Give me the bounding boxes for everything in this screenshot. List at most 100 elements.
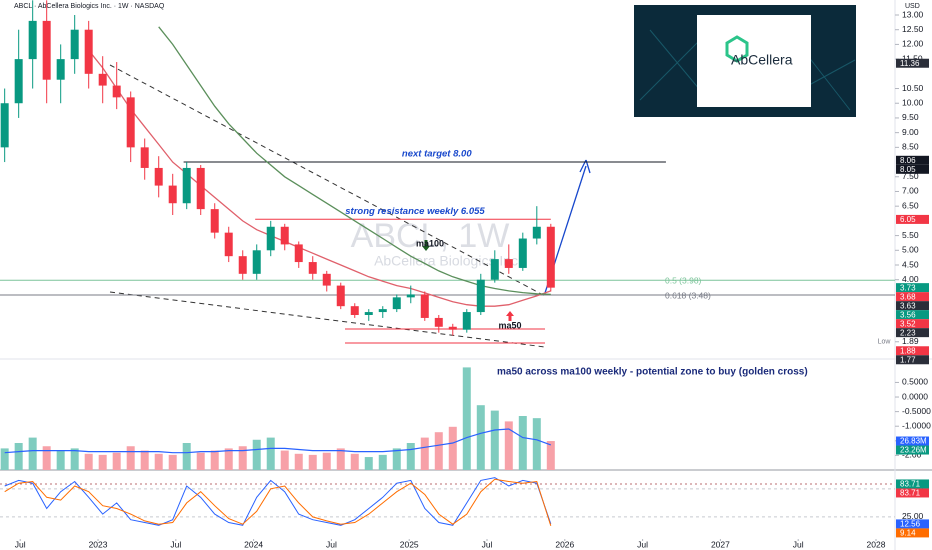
price-tag — [896, 301, 929, 311]
x-tick-label: 2028 — [867, 539, 886, 549]
ma-label: ma100 — [416, 238, 444, 248]
ma-label: ma50 — [498, 320, 521, 330]
price-tag — [896, 346, 929, 356]
x-tick-label: 2027 — [711, 539, 730, 549]
y-tick-label: 11.50 — [902, 53, 923, 63]
price-tag-label: 3.68 — [900, 292, 916, 301]
price-tag — [896, 528, 929, 538]
x-tick-label: Jul — [793, 539, 804, 549]
volume-bar — [518, 416, 527, 470]
price-tag-label: 2.23 — [900, 328, 916, 337]
volume-bar — [350, 453, 359, 470]
candle-body — [238, 256, 247, 274]
volume-bar — [14, 443, 23, 470]
up-arrow — [506, 311, 514, 321]
candle-body — [490, 259, 499, 280]
candle-body — [434, 317, 443, 327]
volume-bar — [168, 454, 177, 470]
volume-bar — [84, 453, 93, 470]
candle-body — [182, 167, 191, 204]
x-tick-label: 2026 — [555, 539, 574, 549]
candle-body — [252, 250, 261, 274]
fib-label: 0.5 (3.98) — [665, 276, 702, 286]
price-tag — [896, 319, 929, 329]
candle-body — [140, 147, 149, 168]
volume-bar — [182, 443, 191, 470]
volume-bar — [392, 448, 401, 470]
volume-bar — [406, 443, 415, 470]
volume-bar — [532, 418, 541, 470]
candle-body — [406, 294, 415, 298]
price-tag-label: 83.71 — [900, 480, 921, 489]
volume-bar — [98, 454, 107, 470]
candle-body — [154, 167, 163, 186]
low-tag-value: 1.89 — [902, 336, 919, 346]
candle-body — [266, 226, 275, 251]
price-tag — [896, 488, 929, 498]
symbol-header: ABCL · AbCellera Biologics Inc. · 1W · N… — [14, 3, 165, 10]
volume-bar — [420, 437, 429, 470]
candle-body — [112, 85, 121, 98]
volume-bar — [546, 441, 555, 470]
volume-bar — [154, 453, 163, 470]
y2-tick-label: -2.00 — [902, 450, 922, 460]
candle-body — [420, 294, 429, 318]
logo-hexagon — [725, 35, 749, 63]
candle-body — [168, 185, 177, 204]
candle-body — [504, 259, 513, 268]
candle-body — [126, 97, 135, 148]
x-tick-label: Jul — [326, 539, 337, 549]
annotation-text: next target 8.00 — [402, 149, 472, 160]
down-arrow — [422, 240, 430, 251]
y-tick-label: 12.00 — [902, 39, 924, 49]
price-tag-label: 26.83M — [900, 437, 927, 446]
price-tag — [896, 164, 929, 174]
price-tag — [896, 479, 929, 489]
y-tick-label: 10.00 — [902, 97, 924, 107]
currency: USD — [905, 3, 920, 10]
y-tick-label: 9.00 — [902, 127, 919, 137]
y2-tick-label: 0.5000 — [902, 377, 928, 387]
candle-body — [322, 273, 331, 286]
candle-body — [14, 59, 23, 104]
y-tick-label: 4.00 — [902, 274, 919, 284]
y-tick-label: 10.50 — [902, 83, 924, 93]
price-tag-label: 9.14 — [900, 529, 916, 538]
candle-body — [350, 306, 359, 315]
volume-bar — [322, 452, 331, 470]
volume-bar — [112, 452, 121, 470]
volume-bar — [56, 450, 65, 470]
price-tag-label: 3.63 — [900, 301, 916, 310]
volume-bar — [210, 450, 219, 470]
price-tag — [896, 58, 929, 68]
candle-body — [392, 297, 401, 310]
volume-bar — [308, 454, 317, 470]
candle-body — [294, 244, 303, 263]
candle-body — [476, 279, 485, 313]
price-tag — [896, 328, 929, 338]
volume-bar — [280, 450, 289, 470]
moving-average — [88, 49, 552, 307]
price-tag-label: 3.73 — [900, 283, 916, 292]
volume-bar — [140, 450, 149, 470]
y-tick-label: 7.50 — [902, 171, 919, 181]
y-tick-label: 8.50 — [902, 142, 919, 152]
volume-bar — [336, 448, 345, 470]
fib-label: 0.618 (3.48) — [665, 290, 711, 300]
volume-bar — [238, 446, 247, 470]
candle-body — [210, 209, 219, 233]
moving-average — [158, 26, 551, 296]
volume-bar — [126, 446, 135, 470]
price-tag — [896, 445, 929, 455]
price-tag — [896, 155, 929, 165]
candle-body — [336, 285, 345, 307]
candle-body — [518, 238, 527, 268]
candle-body — [42, 20, 51, 80]
volume-bar — [0, 448, 9, 470]
candle-body — [0, 103, 9, 148]
volume-bar — [364, 457, 373, 470]
logo-card — [697, 15, 811, 107]
volume-ma — [4, 428, 552, 454]
